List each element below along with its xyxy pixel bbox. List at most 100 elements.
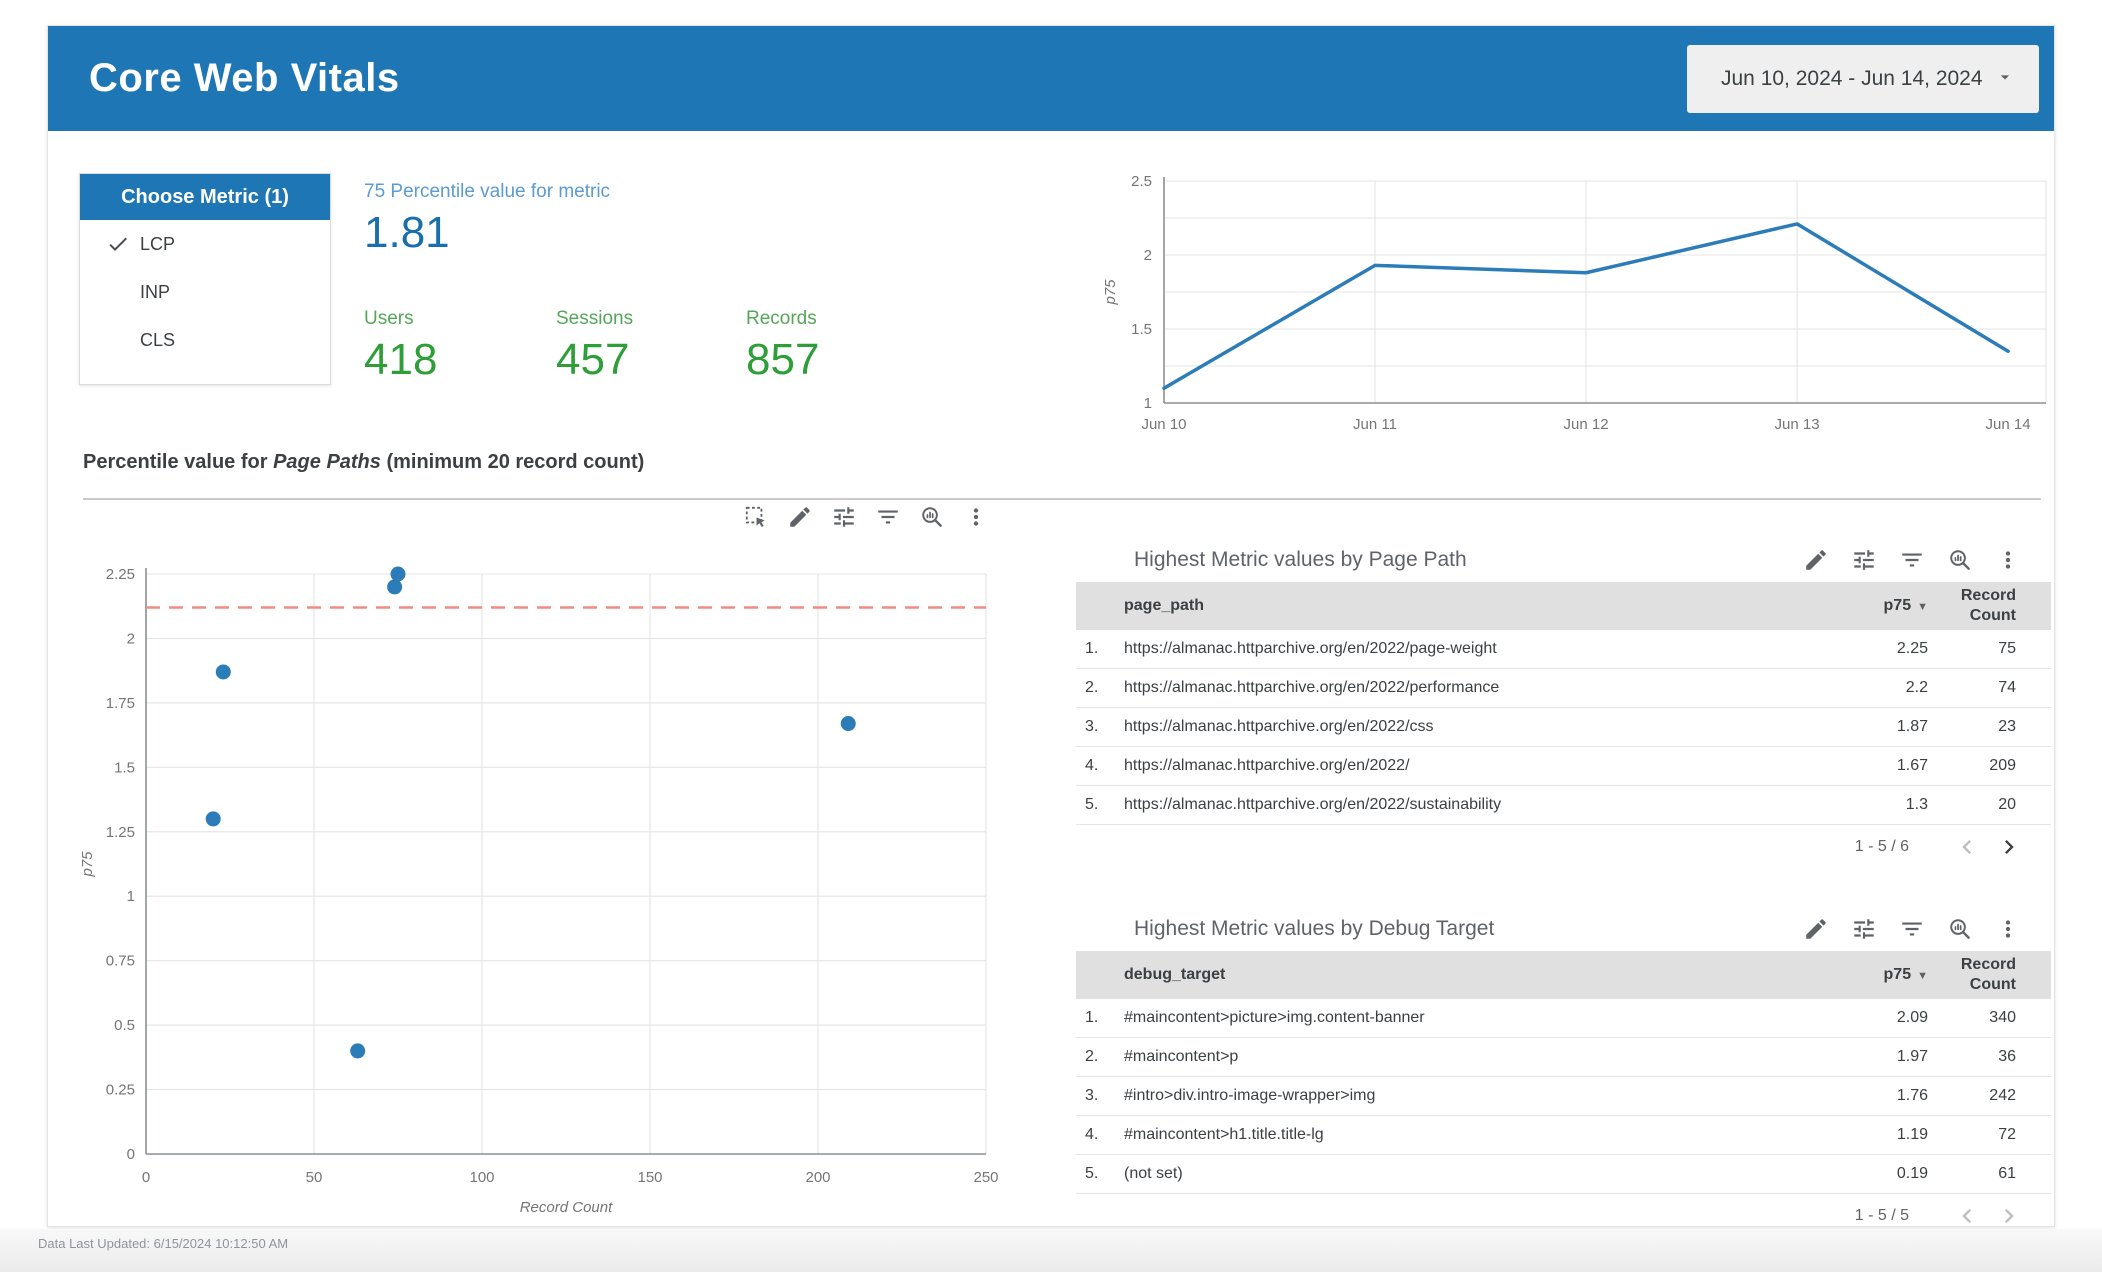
svg-text:Record Count: Record Count — [520, 1199, 613, 1216]
column-header-value[interactable]: p75 ▼ — [1883, 966, 1928, 983]
pagination-prev-icon — [1953, 833, 1981, 861]
cell-count: 72 — [1998, 1126, 2016, 1143]
cell-value: 1.97 — [1896, 1048, 1928, 1065]
cell-index: 4. — [1085, 1126, 1099, 1143]
tune-icon[interactable] — [831, 504, 857, 530]
filter-icon[interactable] — [1899, 916, 1925, 942]
pagination-next-icon[interactable] — [1995, 833, 2023, 861]
cell-count: 61 — [1998, 1165, 2016, 1182]
filter-icon[interactable] — [875, 504, 901, 530]
cell-index: 2. — [1085, 679, 1099, 696]
svg-text:Jun 13: Jun 13 — [1775, 416, 1820, 433]
cell-key: #intro>div.intro-image-wrapper>img — [1124, 1087, 1376, 1104]
scatter-chart: 0 0.25 0.5 0.75 1 1.25 1.5 1.75 2 2.25 0 50 100 150 20… — [78, 538, 1048, 1228]
cell-value: 1.87 — [1896, 718, 1928, 735]
report-canvas: Core Web Vitals Jun 10, 2024 - Jun 14, 2… — [47, 25, 2055, 1227]
edit-icon[interactable] — [1803, 916, 1829, 942]
cell-count: 20 — [1998, 796, 2016, 813]
svg-text:1: 1 — [1144, 395, 1152, 412]
svg-text:2.5: 2.5 — [1131, 173, 1152, 190]
table-row: 2. https://almanac.httparchive.org/en/202… — [1076, 669, 2051, 708]
cell-index: 5. — [1085, 796, 1099, 813]
table-row: 5. (not set) 0.19 61 — [1076, 1155, 2051, 1194]
cell-key: https://almanac.httparchive.org/en/2022/… — [1124, 679, 1500, 696]
cell-value: 2.25 — [1896, 640, 1928, 657]
svg-text:2.25: 2.25 — [106, 566, 135, 583]
cell-index: 1. — [1085, 1009, 1099, 1026]
trend-line — [1162, 222, 2010, 390]
svg-text:0: 0 — [142, 1169, 150, 1186]
cell-key: https://almanac.httparchive.org/en/2022/… — [1124, 640, 1497, 657]
marquee-select-icon[interactable] — [743, 504, 769, 530]
check-icon — [106, 232, 140, 256]
column-header-count[interactable]: Record Count — [1960, 587, 2016, 624]
metric-filter-item-lcp[interactable]: LCP — [80, 220, 330, 268]
cell-value: 1.67 — [1896, 757, 1928, 774]
cell-count: 74 — [1998, 679, 2016, 696]
filter-icon[interactable] — [1899, 547, 1925, 573]
cell-value: 1.19 — [1896, 1126, 1928, 1143]
cell-key: https://almanac.httparchive.org/en/2022/… — [1124, 796, 1502, 813]
cell-value: 2.2 — [1905, 679, 1928, 696]
sort-descending-icon: ▼ — [1917, 970, 1928, 982]
edit-icon[interactable] — [1803, 547, 1829, 573]
cell-value: 1.3 — [1905, 796, 1928, 813]
data-point — [205, 811, 221, 827]
section-title: Percentile value for Page Paths (minimum… — [83, 451, 644, 474]
more-vert-icon[interactable] — [1995, 916, 2021, 942]
sort-descending-icon: ▼ — [1917, 601, 1928, 613]
more-vert-icon[interactable] — [963, 504, 989, 530]
table-pagination: 1 - 5 / 5 — [1076, 1194, 2051, 1238]
column-header-count[interactable]: Record Count — [1960, 956, 2016, 993]
data-point — [387, 579, 403, 595]
scorecard-label: Records — [746, 308, 817, 329]
column-header-value[interactable]: p75 ▼ — [1883, 597, 1928, 614]
tables-column: Highest Metric values by Page Path page_p… — [1076, 538, 2051, 1238]
zoom-explore-icon[interactable] — [1947, 916, 1973, 942]
cell-count: 23 — [1998, 718, 2016, 735]
table-row: 3. https://almanac.httparchive.org/en/202… — [1076, 708, 2051, 747]
tune-icon[interactable] — [1851, 547, 1877, 573]
report-title: Core Web Vitals — [89, 56, 400, 100]
scorecard-value: 857 — [746, 335, 820, 384]
cell-index: 4. — [1085, 757, 1099, 774]
scorecard-label: Users — [364, 308, 414, 329]
dropdown-caret-icon — [1995, 67, 2015, 92]
table-pagination: 1 - 5 / 6 — [1076, 825, 2051, 869]
svg-text:0: 0 — [127, 1146, 135, 1163]
metric-filter-items: LCP INP CLS — [80, 220, 330, 364]
table-header-bar: Highest Metric values by Debug Target — [1076, 907, 2051, 951]
svg-text:1: 1 — [127, 888, 135, 905]
svg-text:0.75: 0.75 — [106, 953, 135, 970]
metric-filter-item-inp[interactable]: INP — [80, 268, 330, 316]
tune-icon[interactable] — [1851, 916, 1877, 942]
scorecard-percentile: 75 Percentile value for metric 1.81 — [364, 181, 610, 258]
cell-key: #maincontent>h1.title.title-lg — [1124, 1126, 1324, 1143]
metric-filter: Choose Metric (1) LCP INP CLS — [79, 173, 331, 385]
scorecard-label: Sessions — [556, 308, 634, 329]
edit-icon[interactable] — [787, 504, 813, 530]
svg-text:1.25: 1.25 — [106, 824, 135, 841]
section-title-suffix: (minimum 20 record count) — [380, 451, 645, 473]
zoom-explore-icon[interactable] — [919, 504, 945, 530]
more-vert-icon[interactable] — [1995, 547, 2021, 573]
scorecard-records: Records 857 — [746, 308, 819, 385]
column-header-key[interactable]: debug_target — [1124, 966, 1226, 983]
cell-index: 1. — [1085, 640, 1099, 657]
table-row: 2. #maincontent>p 1.97 36 — [1076, 1038, 2051, 1077]
zoom-explore-icon[interactable] — [1947, 547, 1973, 573]
table-toolbar — [1803, 547, 2021, 573]
cell-count: 209 — [1989, 757, 2016, 774]
column-header-key[interactable]: page_path — [1124, 597, 1205, 614]
svg-text:50: 50 — [306, 1169, 323, 1186]
last-updated-text: Data Last Updated: 6/15/2024 10:12:50 AM — [38, 1236, 289, 1251]
metric-filter-item-label: INP — [140, 281, 171, 302]
table-row: 4. #maincontent>h1.title.title-lg 1.19 72 — [1076, 1116, 2051, 1155]
cell-count: 340 — [1989, 1009, 2016, 1026]
date-range-value: Jun 10, 2024 - Jun 14, 2024 — [1721, 67, 1983, 90]
date-range-control[interactable]: Jun 10, 2024 - Jun 14, 2024 — [1687, 45, 2039, 113]
metric-filter-item-cls[interactable]: CLS — [80, 316, 330, 364]
cell-value: 1.76 — [1896, 1087, 1928, 1104]
cell-index: 5. — [1085, 1165, 1099, 1182]
